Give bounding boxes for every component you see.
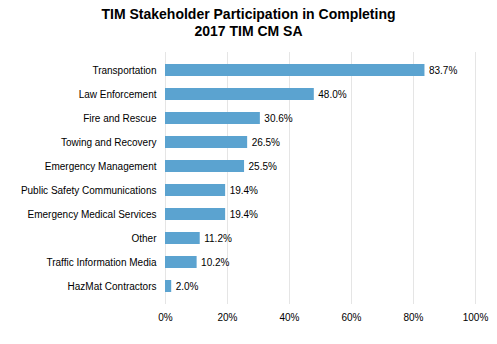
svg-text:19.4%: 19.4%	[230, 185, 258, 196]
svg-text:83.7%: 83.7%	[429, 65, 457, 76]
svg-text:30.6%: 30.6%	[264, 113, 292, 124]
svg-text:Towing and Recovery: Towing and Recovery	[61, 137, 157, 148]
svg-text:11.2%: 11.2%	[204, 233, 232, 244]
svg-text:Public Safety Communications: Public Safety Communications	[21, 185, 157, 196]
svg-text:40%: 40%	[279, 312, 299, 323]
svg-text:10.2%: 10.2%	[201, 257, 229, 268]
svg-text:48.0%: 48.0%	[318, 89, 346, 100]
svg-text:2.0%: 2.0%	[176, 281, 199, 292]
html-text:TIM Stakeholder Participation: TIM Stakeholder Participation in Complet…	[101, 6, 396, 39]
svg-text:100%: 100%	[463, 312, 489, 323]
svg-text:HazMat Contractors: HazMat Contractors	[68, 281, 157, 292]
svg-text:26.5%: 26.5%	[252, 137, 280, 148]
svg-text:Law Enforcement: Law Enforcement	[79, 89, 157, 100]
svg-text:20%: 20%	[217, 312, 237, 323]
svg-text:Transportation: Transportation	[92, 65, 156, 76]
svg-text:0%: 0%	[158, 312, 173, 323]
svg-text:80%: 80%	[403, 312, 423, 323]
svg-text:60%: 60%	[341, 312, 361, 323]
svg-text:Traffic Information Media: Traffic Information Media	[46, 257, 156, 268]
svg-text:Emergency Management: Emergency Management	[45, 161, 157, 172]
svg-text:Fire and Rescue: Fire and Rescue	[83, 113, 157, 124]
svg-text:Emergency Medical Services: Emergency Medical Services	[28, 209, 157, 220]
svg-text:25.5%: 25.5%	[249, 161, 277, 172]
svg-text:19.4%: 19.4%	[230, 209, 258, 220]
svg-text:Other: Other	[131, 233, 157, 244]
